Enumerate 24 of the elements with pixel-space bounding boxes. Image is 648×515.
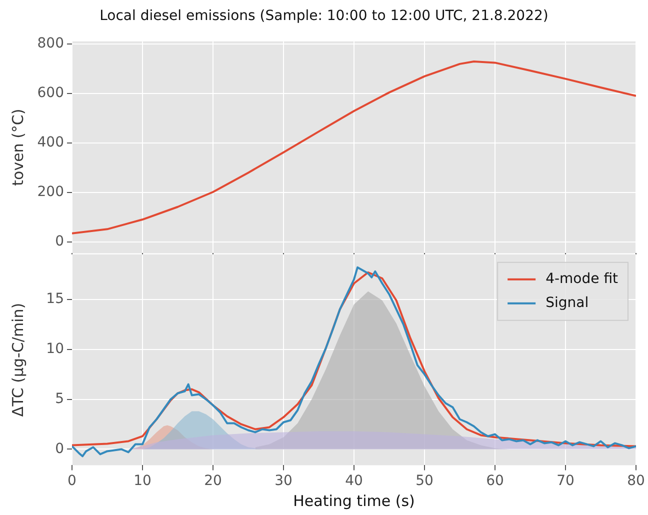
- x-axis-title: Heating time (s): [293, 492, 415, 510]
- x-tick-label: 70: [556, 473, 574, 490]
- legend-label: Signal: [546, 295, 589, 312]
- x-tick-label: 50: [416, 473, 434, 490]
- chart-title: Local diesel emissions (Sample: 10:00 to 12:00 UTC, 21.8.2022): [98, 8, 550, 24]
- y-tick-label: 0: [55, 440, 64, 457]
- x-tick-label: 60: [486, 473, 504, 490]
- y-tick-label: 200: [37, 184, 64, 200]
- y-tick-label: 400: [37, 134, 64, 151]
- x-tick-label: 30: [274, 473, 292, 490]
- x-tick-label: 20: [204, 473, 222, 490]
- y-axis-title: toven (°C): [8, 108, 27, 186]
- y-tick-label: 0: [55, 234, 64, 250]
- y-tick-label: 600: [37, 85, 64, 102]
- x-tick-label: 40: [345, 473, 363, 490]
- y-tick-label: 15: [46, 291, 64, 307]
- legend-label: 4-mode fit: [546, 271, 619, 288]
- x-tick-label: 80: [627, 473, 645, 490]
- x-tick-label: 10: [134, 473, 152, 490]
- y-tick-label: 5: [55, 390, 64, 407]
- y-tick-label: 10: [46, 340, 64, 357]
- y-tick-label: 800: [37, 36, 64, 52]
- x-tick-label: 0: [68, 473, 76, 490]
- y-axis-title: ΔTC (μg-C/min): [8, 302, 27, 417]
